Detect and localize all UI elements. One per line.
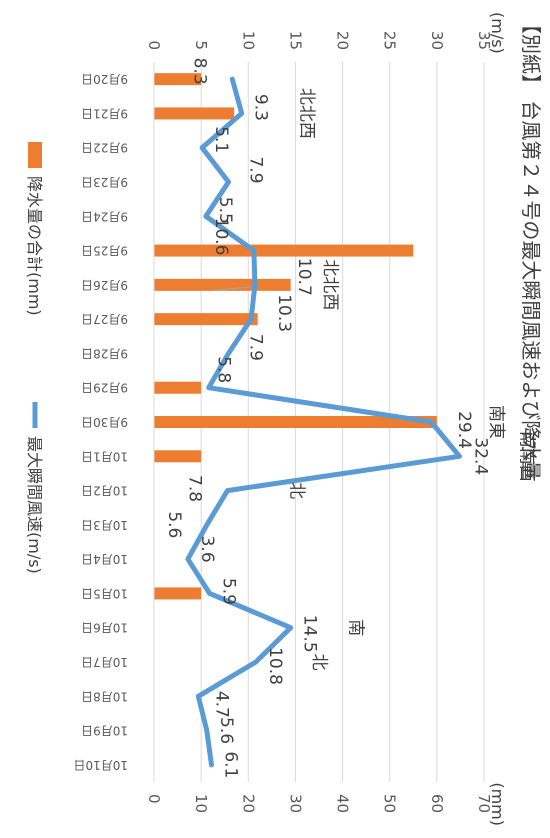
wind-data-label: 10.7 xyxy=(294,258,314,296)
date-tick-label: 9月22日 xyxy=(81,141,128,155)
wind-data-label: 5.6 xyxy=(216,717,236,744)
wind-data-label: 10.3 xyxy=(274,294,294,332)
wind-data-label: 7.8 xyxy=(185,475,205,502)
wind-data-label: 7.9 xyxy=(245,334,265,361)
right-tick-label: 40 xyxy=(334,794,352,813)
legend: 降水量の合計(mm) 最大瞬間風速(m/s) xyxy=(25,142,44,574)
left-tick-label: 20 xyxy=(334,31,352,50)
left-tick-label: 5 xyxy=(192,40,210,50)
date-tick-label: 10月5日 xyxy=(81,586,128,600)
rainfall-legend-swatch xyxy=(28,142,42,168)
right-tick-label: 70 xyxy=(475,794,493,813)
date-tick-label: 10月6日 xyxy=(81,621,128,635)
right-tick-label: 10 xyxy=(192,794,210,813)
date-tick-label: 9月21日 xyxy=(81,106,128,120)
date-tick-label: 9月25日 xyxy=(81,244,128,258)
date-tick-label: 10月10日 xyxy=(73,758,128,772)
date-tick-label: 9月29日 xyxy=(81,381,128,395)
wind-direction-label: 南 xyxy=(346,619,366,636)
right-tick-label: 0 xyxy=(145,794,163,804)
date-tick-label: 10月2日 xyxy=(81,484,128,498)
left-tick-label: 0 xyxy=(145,40,163,50)
wind-direction-label: 北 xyxy=(287,482,307,499)
wind-data-label: 10.6 xyxy=(211,218,231,256)
date-tick-label: 10月8日 xyxy=(81,689,128,703)
rainfall-bar xyxy=(154,279,291,291)
right-tick-label: 30 xyxy=(286,794,304,813)
date-tick-label: 10月4日 xyxy=(81,552,128,566)
wind-data-label: 5.1 xyxy=(211,126,231,153)
wind-data-label: 14.5 xyxy=(300,615,320,653)
right-tick-label: 20 xyxy=(239,794,257,813)
wind-data-label: 5.9 xyxy=(219,578,239,605)
wind-data-label: 6.1 xyxy=(221,751,241,778)
date-tick-label: 10月1日 xyxy=(81,449,128,463)
date-tick-label: 9月24日 xyxy=(81,209,128,223)
wind-data-label: 7.9 xyxy=(245,156,265,183)
wind-data-label: 8.3 xyxy=(189,58,209,85)
date-tick-label: 10月9日 xyxy=(81,724,128,738)
rainfall-bar xyxy=(154,450,201,462)
left-tick-label: 10 xyxy=(239,31,257,50)
right-tick-label: 60 xyxy=(428,794,446,813)
left-tick-label: 30 xyxy=(428,31,446,50)
wind-data-label: 3.6 xyxy=(197,536,217,563)
rainfall-legend-label: 降水量の合計(mm) xyxy=(25,176,44,316)
date-tick-label: 10月3日 xyxy=(81,518,128,532)
wind-data-label: 9.3 xyxy=(251,94,271,121)
right-tick-label: 50 xyxy=(381,794,399,813)
wind-direction-label: 北北西 xyxy=(297,88,317,139)
wind-direction-label: 南東 xyxy=(486,405,506,439)
date-tick-label: 9月27日 xyxy=(81,312,128,326)
wind-direction-label: 南南西 xyxy=(516,431,536,482)
date-tick-label: 9月26日 xyxy=(81,278,128,292)
wind-direction-label: 北 xyxy=(309,654,329,671)
wind-direction-label: 北北西 xyxy=(320,259,340,310)
date-tick-label: 9月28日 xyxy=(81,346,128,360)
rainfall-bar xyxy=(154,313,258,325)
date-tick-label: 9月23日 xyxy=(81,175,128,189)
rainfall-bar xyxy=(154,382,201,394)
wind-data-label: 5.8 xyxy=(214,356,234,383)
rainfall-bar xyxy=(154,587,201,599)
rainfall-bar xyxy=(154,107,234,119)
date-tick-label: 10月7日 xyxy=(81,655,128,669)
wind-legend-label: 最大瞬間風速(m/s) xyxy=(25,436,44,574)
left-tick-label: 15 xyxy=(286,31,304,50)
wind-data-label: 10.8 xyxy=(265,647,285,685)
wind-data-label: 32.4 xyxy=(470,437,490,475)
date-tick-label: 9月20日 xyxy=(81,72,128,86)
rainfall-bar xyxy=(154,245,413,257)
wind-data-label: 5.6 xyxy=(164,511,184,538)
date-tick-label: 9月30日 xyxy=(81,415,128,429)
wind-data-label: 4.7 xyxy=(211,691,231,718)
left-tick-label: 35 xyxy=(475,31,493,50)
chart-title: 【別紙】 台風第２４号の最大瞬間風速および降水量 xyxy=(519,14,543,480)
left-tick-label: 25 xyxy=(381,31,399,50)
